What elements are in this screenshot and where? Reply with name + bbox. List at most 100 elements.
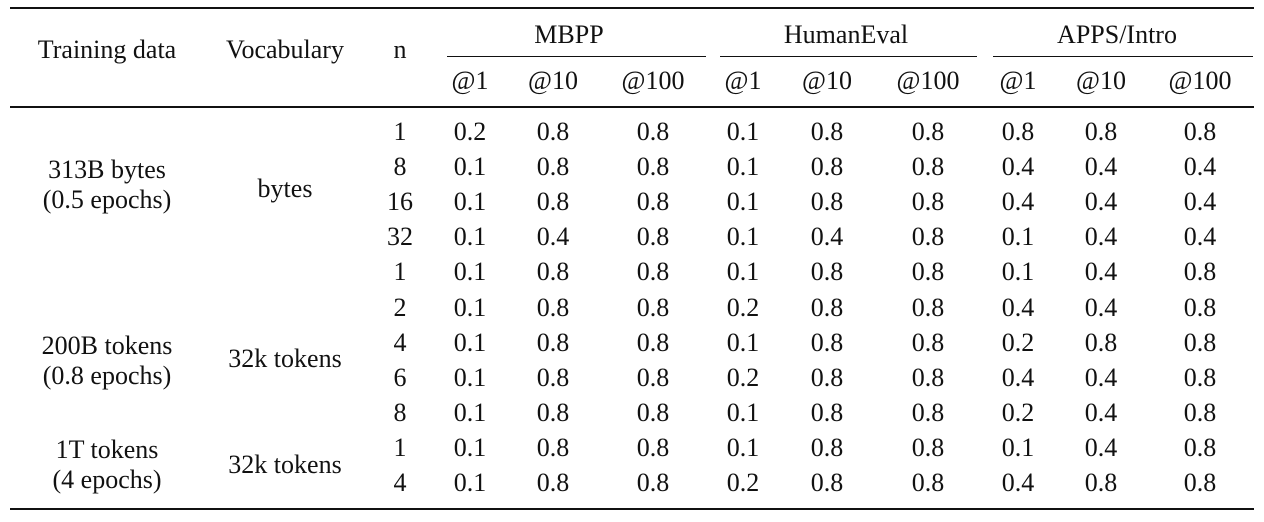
- table-cell-value: 0.1: [453, 257, 487, 287]
- subheader-cell: @1: [999, 66, 1037, 95]
- subheader-cell: @10: [1076, 66, 1126, 95]
- subheader-cell: @100: [1168, 66, 1232, 95]
- row-n-value: 1: [393, 432, 407, 462]
- table-cell-value: 0.8: [911, 152, 945, 182]
- table-cell-value: 0.4: [1084, 257, 1118, 287]
- row-n-value: 6: [393, 362, 407, 392]
- row-n-value: 16: [387, 187, 413, 217]
- table-cell-value: 0.1: [726, 257, 760, 287]
- table-cell-value: 0.8: [536, 397, 570, 427]
- table-cell-value: 0.1: [726, 432, 760, 462]
- table-cell-value: 0.1: [726, 397, 760, 427]
- table-cell-value: 0.8: [911, 468, 945, 497]
- table-cell-value: 0.4: [1084, 292, 1118, 322]
- subheader-cell: @1: [724, 66, 762, 95]
- row-n-value: 1: [393, 117, 407, 146]
- training-data-label: 1T tokens (4 epochs): [52, 435, 161, 495]
- header-group-apps-intro: APPS/Intro: [1057, 20, 1177, 49]
- table-cell-value: 0.1: [453, 397, 487, 427]
- training-data-label: 200B tokens (0.8 epochs): [42, 331, 173, 391]
- table-cell-value: 0.8: [636, 152, 670, 182]
- group-rule-2: [993, 56, 1253, 58]
- bottom-rule: [10, 508, 1254, 510]
- table-cell-value: 0.4: [1084, 362, 1118, 392]
- table-cell-value: 0.1: [726, 327, 760, 357]
- table-cell-value: 0.8: [911, 292, 945, 322]
- table-cell-value: 0.8: [1084, 468, 1118, 497]
- vocabulary-label: 32k tokens: [228, 450, 342, 480]
- table-cell-value: 0.8: [636, 327, 670, 357]
- subheader-cell: @100: [896, 66, 960, 95]
- table-cell-value: 0.8: [636, 292, 670, 322]
- header-group-mbpp: MBPP: [534, 20, 604, 49]
- table-cell-value: 0.1: [726, 187, 760, 217]
- table-cell-value: 0.8: [1183, 117, 1217, 146]
- table-cell-value: 0.8: [810, 187, 844, 217]
- table-cell-value: 0.4: [810, 222, 844, 252]
- row-n-value: 8: [393, 397, 407, 427]
- training-data-line: (0.5 epochs): [42, 184, 172, 214]
- table-cell-value: 0.8: [1183, 432, 1217, 462]
- table-cell-value: 0.8: [1183, 362, 1217, 392]
- table-cell-value: 0.8: [1183, 257, 1217, 287]
- table-cell-value: 0.8: [1001, 117, 1035, 146]
- table-cell-value: 0.1: [453, 187, 487, 217]
- table-cell-value: 0.4: [1084, 222, 1118, 252]
- top-rule: [10, 7, 1254, 9]
- table-cell-value: 0.2: [726, 292, 760, 322]
- table-cell-value: 0.4: [1183, 187, 1217, 217]
- table-cell-value: 0.8: [536, 187, 570, 217]
- table-cell-value: 0.1: [1001, 432, 1035, 462]
- group-rule-1: [720, 56, 977, 58]
- table-cell-value: 0.8: [536, 362, 570, 392]
- table-cell-value: 0.1: [453, 362, 487, 392]
- table-cell-value: 0.8: [636, 362, 670, 392]
- header-group-humaneval: HumanEval: [783, 20, 909, 49]
- row-n-value: 1: [393, 257, 407, 287]
- table-cell-value: 0.8: [810, 432, 844, 462]
- table-cell-value: 0.1: [1001, 257, 1035, 287]
- table-cell-value: 0.4: [1001, 152, 1035, 182]
- table-cell-value: 0.8: [636, 468, 670, 497]
- table-cell-value: 0.1: [453, 292, 487, 322]
- table-cell-value: 0.8: [636, 222, 670, 252]
- table-cell-value: 0.8: [1183, 327, 1217, 357]
- table-cell-value: 0.8: [536, 432, 570, 462]
- table-cell-value: 0.8: [810, 257, 844, 287]
- table-cell-value: 0.2: [726, 468, 760, 497]
- table-cell-value: 0.8: [810, 468, 844, 497]
- table-cell-value: 0.1: [453, 327, 487, 357]
- table-cell-value: 0.8: [911, 327, 945, 357]
- table-cell-value: 0.8: [911, 362, 945, 392]
- vocabulary-label: 32k tokens: [228, 343, 342, 373]
- table-cell-value: 0.8: [1084, 117, 1118, 146]
- table-cell-value: 0.2: [726, 362, 760, 392]
- table-cell-value: 0.8: [810, 327, 844, 357]
- table-cell-value: 0.4: [1183, 222, 1217, 252]
- table-cell-value: 0.8: [536, 257, 570, 287]
- table-cell-value: 0.1: [726, 152, 760, 182]
- table-cell-value: 0.1: [726, 222, 760, 252]
- table-cell-value: 0.8: [536, 117, 570, 146]
- table-cell-value: 0.8: [911, 222, 945, 252]
- table-cell-value: 0.8: [1183, 397, 1217, 427]
- header-training-data: Training data: [37, 35, 177, 64]
- table-cell-value: 0.8: [810, 117, 844, 146]
- vocabulary-label: bytes: [257, 173, 313, 203]
- table-cell-value: 0.4: [1001, 362, 1035, 392]
- table-cell-value: 0.8: [636, 432, 670, 462]
- group-rule-0: [447, 56, 706, 58]
- table-cell-value: 0.4: [1001, 187, 1035, 217]
- table-cell-value: 0.1: [1001, 222, 1035, 252]
- table-cell-value: 0.8: [810, 152, 844, 182]
- header-vocabulary: Vocabulary: [226, 35, 344, 64]
- row-n-value: 4: [393, 327, 407, 357]
- table-cell-value: 0.4: [1084, 152, 1118, 182]
- row-n-value: 4: [393, 468, 407, 497]
- table-cell-value: 0.1: [453, 468, 487, 497]
- subheader-cell: @10: [528, 66, 578, 95]
- table-cell-value: 0.4: [1001, 468, 1035, 497]
- table-cell-value: 0.4: [1084, 397, 1118, 427]
- table-cell-value: 0.1: [453, 222, 487, 252]
